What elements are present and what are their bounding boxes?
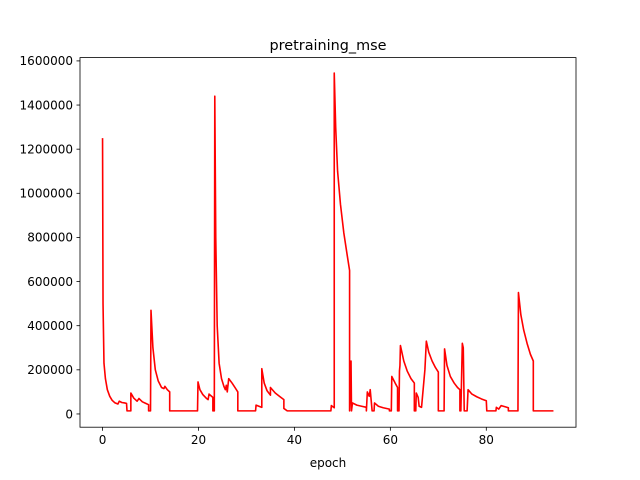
x-axis: 0 20 40 60 80 — [99, 427, 494, 447]
series-line — [101, 72, 554, 412]
axes-frame — [79, 57, 577, 428]
y-tick-label: 1400000 — [20, 98, 73, 112]
x-tick-label: 60 — [383, 433, 398, 447]
y-tick-label: 1200000 — [20, 142, 73, 156]
x-tick-label: 40 — [287, 433, 302, 447]
y-tick-label: 400000 — [27, 319, 73, 333]
x-tick-label: 20 — [191, 433, 206, 447]
y-tick-label: 0 — [65, 407, 73, 421]
y-axis: 0 200000 400000 600000 800000 1000000 1200000 1… — [20, 54, 80, 421]
y-tick-label: 800000 — [27, 231, 73, 245]
y-tick-label: 200000 — [27, 363, 73, 377]
chart-title: pretraining_mse — [270, 38, 387, 54]
y-tick-label: 600000 — [27, 275, 73, 289]
y-tick-label: 1600000 — [20, 54, 73, 68]
x-tick-label: 0 — [99, 433, 107, 447]
x-tick-label: 80 — [479, 433, 494, 447]
plot-area — [101, 72, 554, 412]
x-axis-label: epoch — [310, 456, 347, 470]
y-tick-label: 1000000 — [20, 187, 73, 201]
